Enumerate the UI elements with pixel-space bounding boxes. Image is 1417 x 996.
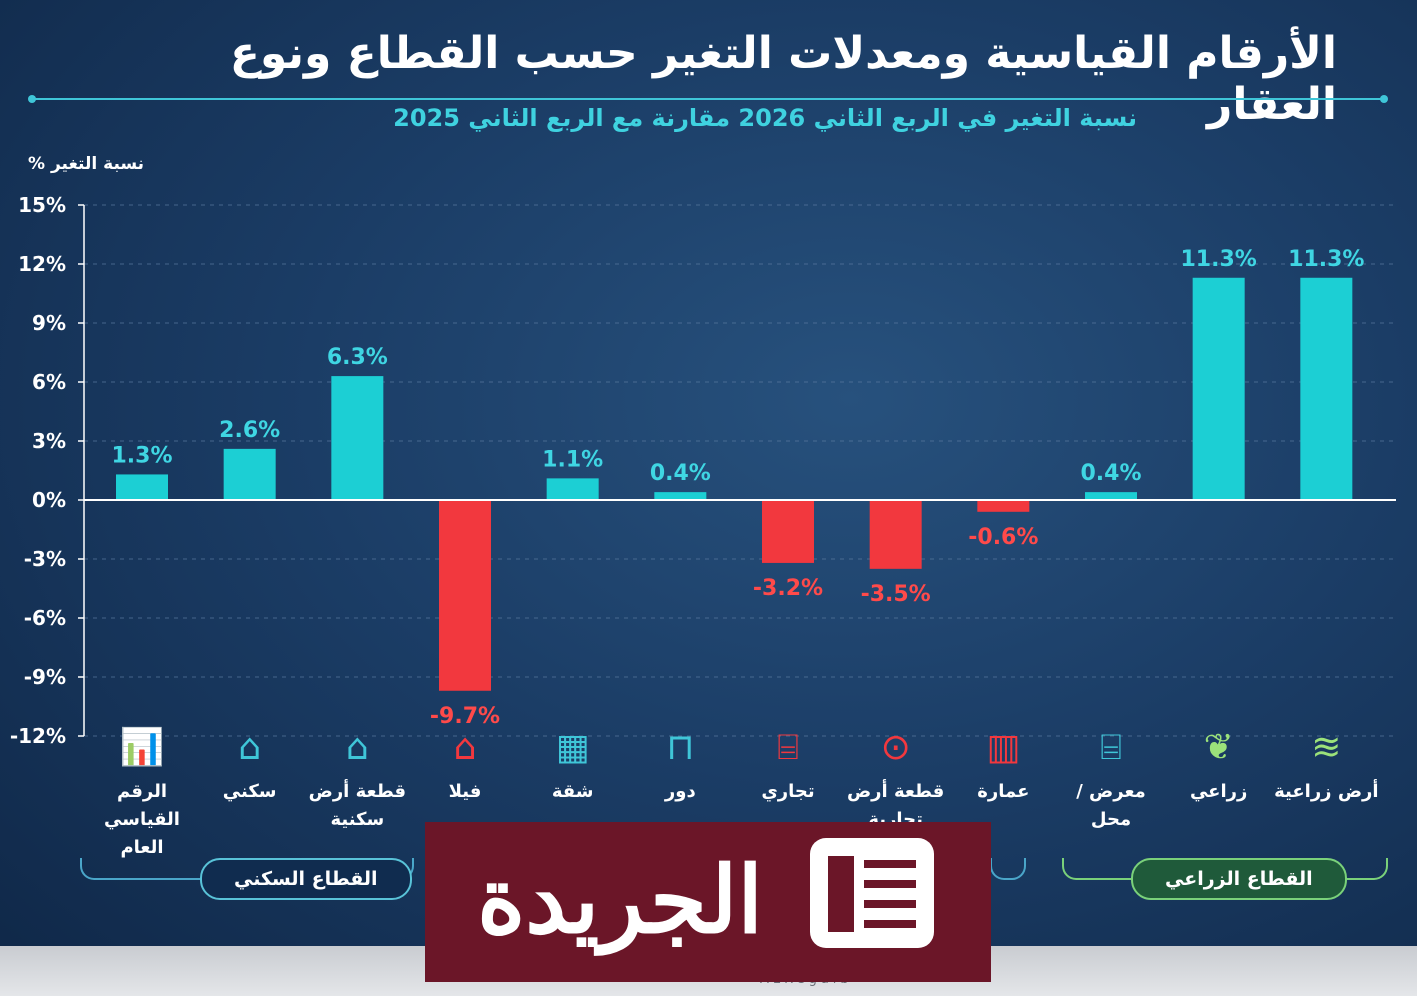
storefront-icon: ⌸ bbox=[777, 727, 799, 768]
category-label-line2: محل bbox=[1090, 809, 1132, 830]
title-divider bbox=[28, 95, 1388, 103]
y-tick-label: -3% bbox=[24, 547, 66, 571]
y-axis-title: نسبة التغير % bbox=[28, 154, 145, 174]
y-tick-label: -6% bbox=[24, 606, 66, 630]
bar-9 bbox=[977, 500, 1030, 512]
shop-icon: ⌸ bbox=[1100, 727, 1122, 768]
data-label-1: 1.3% bbox=[111, 443, 172, 468]
agricultural-sector-label: القطاع الزراعي bbox=[1131, 858, 1347, 900]
data-label-5: 1.1% bbox=[542, 447, 603, 472]
category-11: ❦ زراعي bbox=[1161, 720, 1277, 806]
y-tick-label: 15% bbox=[18, 193, 66, 217]
category-label-line1: قطعة أرض bbox=[846, 781, 945, 802]
office-building-icon: ▥ bbox=[986, 727, 1021, 768]
category-label-line1: زراعي bbox=[1189, 781, 1248, 802]
data-label-12: 11.3% bbox=[1288, 247, 1364, 272]
bar-12 bbox=[1300, 277, 1353, 500]
house-plot-icon: ⌂ bbox=[345, 727, 369, 768]
category-label-line1: فيلا bbox=[448, 781, 482, 802]
category-10: ⌸ معرض / محل bbox=[1053, 720, 1169, 834]
category-1: 📊 الرقم القياسي العام bbox=[84, 720, 200, 862]
bar-3 bbox=[331, 376, 384, 500]
chart-subtitle: نسبة التغير في الربع الثاني 2026 مقارنة … bbox=[393, 104, 1137, 132]
house-icon: ⌂ bbox=[238, 727, 262, 768]
data-label-6: 0.4% bbox=[650, 461, 711, 486]
commercial-sector-bracket bbox=[990, 858, 1026, 880]
category-label-line1: دور bbox=[664, 781, 696, 802]
watermark-logo-text: الجريدة bbox=[477, 846, 763, 954]
villa-icon: ⌂ bbox=[453, 727, 477, 768]
data-label-3: 6.3% bbox=[327, 345, 388, 370]
category-label-line1: سكني bbox=[222, 781, 277, 802]
category-5: ▦ شقة bbox=[515, 720, 631, 806]
bar-5 bbox=[546, 478, 599, 500]
category-2: ⌂ سكني bbox=[192, 720, 308, 806]
y-tick-label: 3% bbox=[32, 429, 66, 453]
bar-7 bbox=[762, 500, 814, 563]
category-3: ⌂ قطعة أرض سكنية bbox=[299, 720, 415, 834]
chart-title: الأرقام القياسية ومعدلات التغير حسب القط… bbox=[229, 28, 1337, 130]
category-label-line1: الرقم bbox=[116, 781, 168, 802]
y-tick-label: 9% bbox=[32, 311, 66, 335]
bar-10 bbox=[1085, 492, 1137, 500]
bar-growth-icon: 📊 bbox=[119, 727, 165, 768]
category-label-line2: سكنية bbox=[330, 809, 385, 830]
category-label-line1: عمارة bbox=[977, 781, 1030, 802]
bar-4 bbox=[439, 500, 491, 691]
category-label-line1: أرض زراعية bbox=[1274, 781, 1379, 802]
data-label-4: -9.7% bbox=[430, 704, 500, 729]
data-label-8: -3.5% bbox=[861, 582, 931, 607]
data-label-9: -0.6% bbox=[968, 525, 1038, 550]
bar-2 bbox=[223, 448, 276, 500]
category-label-line2: القياسي العام bbox=[104, 809, 180, 858]
category-label-line1: شقة bbox=[551, 781, 594, 802]
category-4: ⌂ فيلا bbox=[407, 720, 523, 806]
y-tick-label: 6% bbox=[32, 370, 66, 394]
newspaper-icon bbox=[810, 838, 934, 948]
y-tick-label: 0% bbox=[32, 488, 66, 512]
y-tick-label: -12% bbox=[10, 724, 66, 748]
category-label-line1: قطعة أرض bbox=[308, 781, 407, 802]
door-icon: ⊓ bbox=[666, 727, 695, 768]
bar-6 bbox=[654, 492, 707, 500]
category-8: ⊙ قطعة أرض تجارية bbox=[838, 720, 954, 834]
data-label-7: -3.2% bbox=[753, 576, 823, 601]
plant-icon: ❦ bbox=[1203, 727, 1234, 768]
apartment-building-icon: ▦ bbox=[555, 727, 590, 768]
category-label-line1: تجاري bbox=[761, 781, 815, 802]
category-9: ▥ عمارة bbox=[945, 720, 1061, 806]
category-label-line1: معرض / bbox=[1076, 781, 1146, 802]
data-label-11: 11.3% bbox=[1181, 247, 1257, 272]
y-tick-label: 12% bbox=[18, 252, 66, 276]
data-label-10: 0.4% bbox=[1080, 461, 1141, 486]
field-icon: ≋ bbox=[1311, 727, 1342, 768]
bar-8 bbox=[869, 500, 922, 569]
location-pin-icon: ⊙ bbox=[880, 727, 911, 768]
bar-11 bbox=[1192, 277, 1245, 500]
y-tick-label: -9% bbox=[24, 665, 66, 689]
category-6: ⊓ دور bbox=[622, 720, 738, 806]
residential-sector-label: القطاع السكني bbox=[200, 858, 412, 900]
category-12: ≋ أرض زراعية bbox=[1268, 720, 1384, 806]
bar-1 bbox=[116, 474, 168, 500]
category-7: ⌸ تجاري bbox=[730, 720, 846, 806]
data-label-2: 2.6% bbox=[219, 418, 280, 443]
